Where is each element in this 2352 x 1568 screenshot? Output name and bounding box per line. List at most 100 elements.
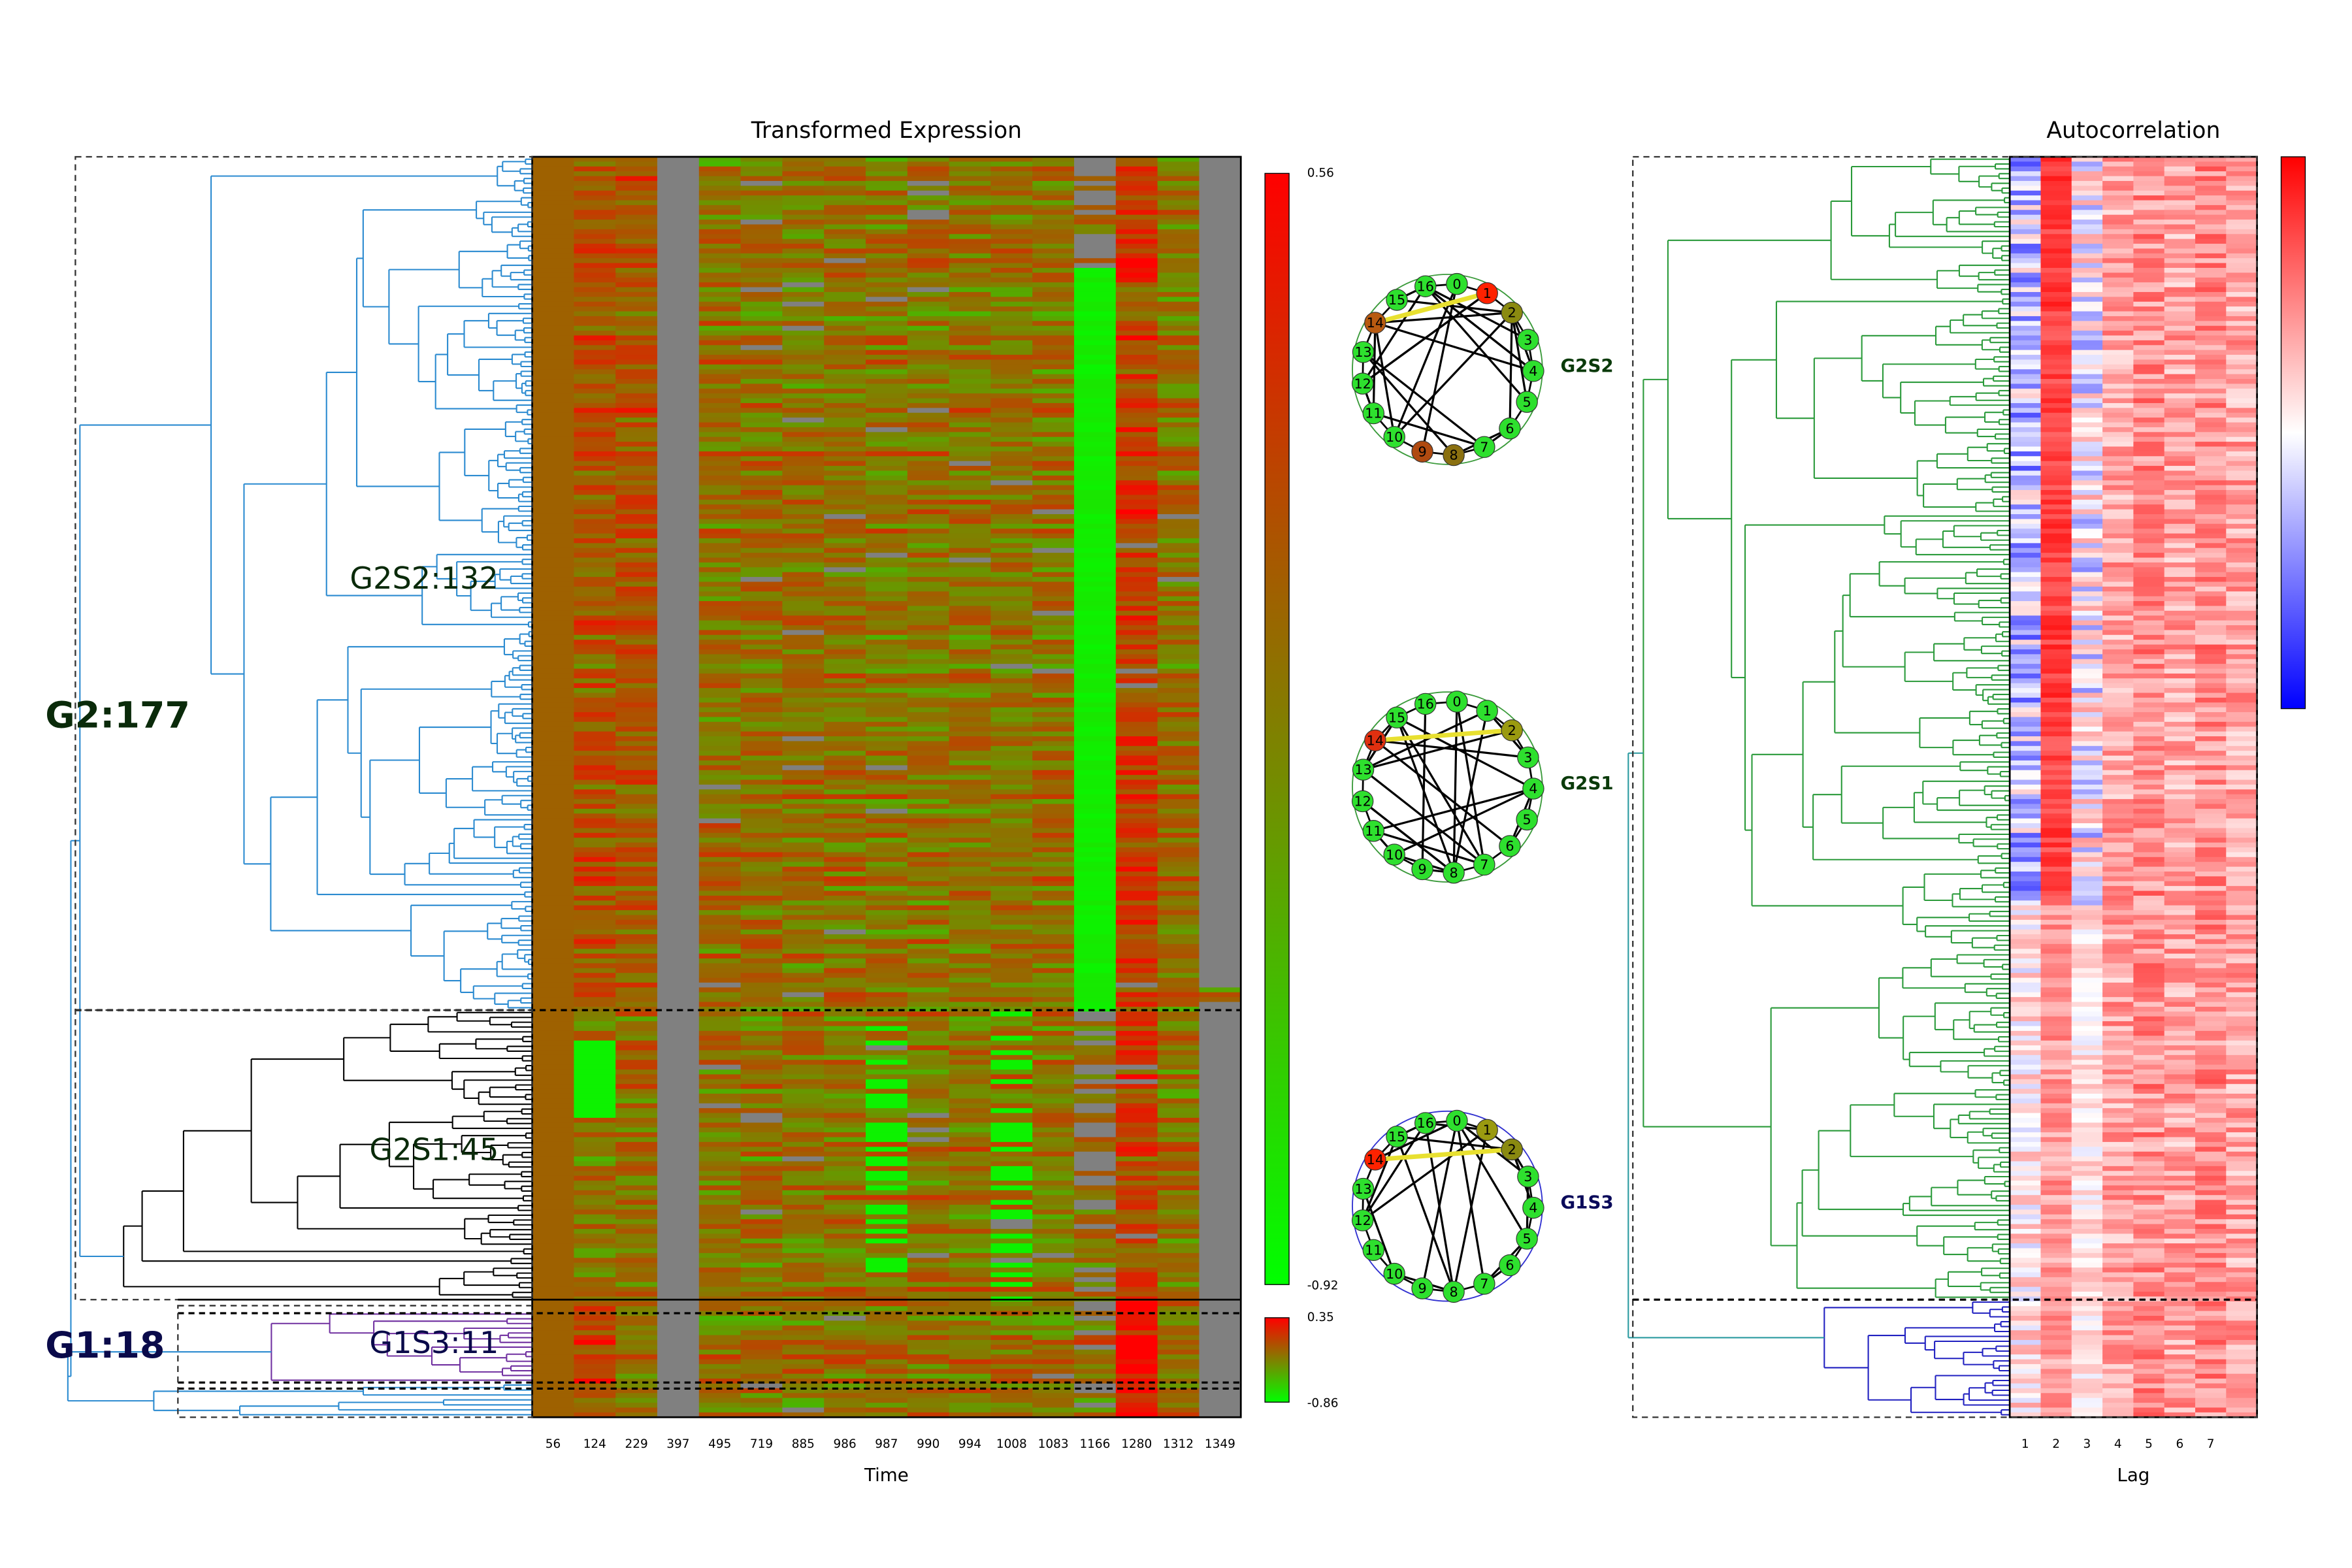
heatmap-cell	[824, 1258, 866, 1264]
heatmap-cell	[532, 572, 575, 578]
heatmap-cell	[657, 654, 700, 660]
heatmap-cell	[990, 939, 1033, 945]
heatmap-cell	[615, 340, 658, 346]
heatmap-cell	[990, 697, 1033, 703]
heatmap-cell	[990, 1117, 1033, 1124]
heatmap-cell	[698, 919, 742, 925]
heatmap-cell	[782, 838, 825, 843]
heatmap-cell	[907, 470, 950, 476]
heatmap-cell	[990, 813, 1033, 819]
heatmap-cell	[824, 1383, 866, 1389]
heatmap-cell	[740, 504, 783, 510]
heatmap-cell	[907, 1002, 950, 1007]
heatmap-cell	[615, 577, 658, 583]
heatmap-cell	[990, 374, 1033, 380]
heatmap-cell	[1115, 1113, 1158, 1119]
heatmap-cell	[657, 943, 700, 949]
heatmap-cell	[532, 813, 575, 819]
heatmap-cell	[2164, 186, 2196, 191]
heatmap-cell	[574, 1190, 616, 1196]
heatmap-cell	[740, 606, 783, 612]
heatmap-cell	[532, 1373, 575, 1379]
heatmap-cell	[615, 1181, 658, 1186]
heatmap-cell	[1199, 1021, 1241, 1027]
heatmap-cell	[1032, 1064, 1075, 1070]
heatmap-cell	[2226, 186, 2258, 191]
heatmap-cell	[1115, 910, 1158, 916]
heatmap-cell	[2102, 393, 2134, 399]
heatmap-cell	[657, 538, 700, 544]
heatmap-cell	[949, 1325, 992, 1331]
heatmap-cell	[740, 258, 783, 264]
heatmap-cell	[866, 1127, 908, 1133]
heatmap-cell	[824, 446, 866, 452]
heatmap-cell	[1157, 1214, 1200, 1220]
heatmap-cell	[1157, 355, 1200, 361]
heatmap-cell	[782, 1200, 825, 1205]
heatmap-cell	[532, 717, 575, 723]
heatmap-cell	[574, 755, 616, 761]
heatmap-cell	[615, 1045, 658, 1051]
heatmap-cell	[1157, 577, 1200, 583]
heatmap-cell	[990, 862, 1033, 868]
heatmap-cell	[2040, 432, 2072, 438]
heatmap-cell	[2226, 287, 2258, 293]
heatmap-cell	[782, 755, 825, 761]
heatmap-cell	[1032, 1016, 1075, 1022]
heatmap-cell	[532, 630, 575, 636]
heatmap-cell	[574, 770, 616, 776]
heatmap-cell	[698, 755, 742, 761]
heatmap-cell	[866, 886, 908, 892]
heatmap-cell	[574, 1175, 616, 1181]
heatmap-cell	[1032, 301, 1075, 307]
heatmap-cell	[1157, 248, 1200, 254]
heatmap-cell	[1074, 1011, 1117, 1017]
heatmap-cell	[782, 519, 825, 525]
heatmap-cell	[866, 509, 908, 515]
heatmap-cell	[824, 350, 866, 355]
heatmap-cell	[2040, 171, 2072, 177]
heatmap-cell	[574, 1233, 616, 1239]
heatmap-cell	[949, 1016, 992, 1022]
heatmap-cell	[615, 350, 658, 355]
heatmap-cell	[1074, 862, 1117, 868]
heatmap-cell	[698, 1021, 742, 1027]
heatmap-cell	[1032, 466, 1075, 472]
heatmap-cell	[1032, 490, 1075, 496]
heatmap-cell	[657, 499, 700, 505]
heatmap-cell	[574, 572, 616, 578]
heatmap-cell	[907, 402, 950, 409]
heatmap-cell	[907, 369, 950, 375]
heatmap-cell	[949, 282, 992, 288]
heatmap-cell	[1115, 157, 1158, 163]
heatmap-cell	[782, 1224, 825, 1230]
heatmap-cell	[698, 282, 742, 288]
heatmap-cell	[532, 1383, 575, 1389]
heatmap-cell	[532, 1301, 575, 1307]
heatmap-cell	[990, 1282, 1033, 1288]
heatmap-cell	[615, 1088, 658, 1094]
heatmap-cell	[2071, 195, 2103, 201]
heatmap-cell	[1115, 1156, 1158, 1162]
heatmap-cell	[824, 823, 866, 829]
heatmap-cell	[1115, 316, 1158, 322]
heatmap-cell	[907, 808, 950, 814]
heatmap-cell	[657, 745, 700, 751]
heatmap-cell	[1157, 973, 1200, 979]
heatmap-cell	[1199, 615, 1241, 621]
heatmap-cell	[1157, 755, 1200, 761]
heatmap-cell	[574, 379, 616, 385]
heatmap-cell	[1199, 547, 1241, 553]
heatmap-cell	[1199, 402, 1241, 409]
heatmap-cell	[1199, 229, 1241, 235]
heatmap-cell	[615, 1369, 658, 1375]
heatmap-cell	[949, 1122, 992, 1128]
heatmap-cell	[657, 1262, 700, 1268]
heatmap-cell	[782, 683, 825, 689]
heatmap-cell	[2040, 325, 2072, 331]
heatmap-cell	[740, 1132, 783, 1138]
heatmap-cell	[1199, 765, 1241, 771]
heatmap-cell	[1199, 915, 1241, 921]
heatmap-cell	[1199, 866, 1241, 872]
heatmap-cell	[990, 1393, 1033, 1399]
